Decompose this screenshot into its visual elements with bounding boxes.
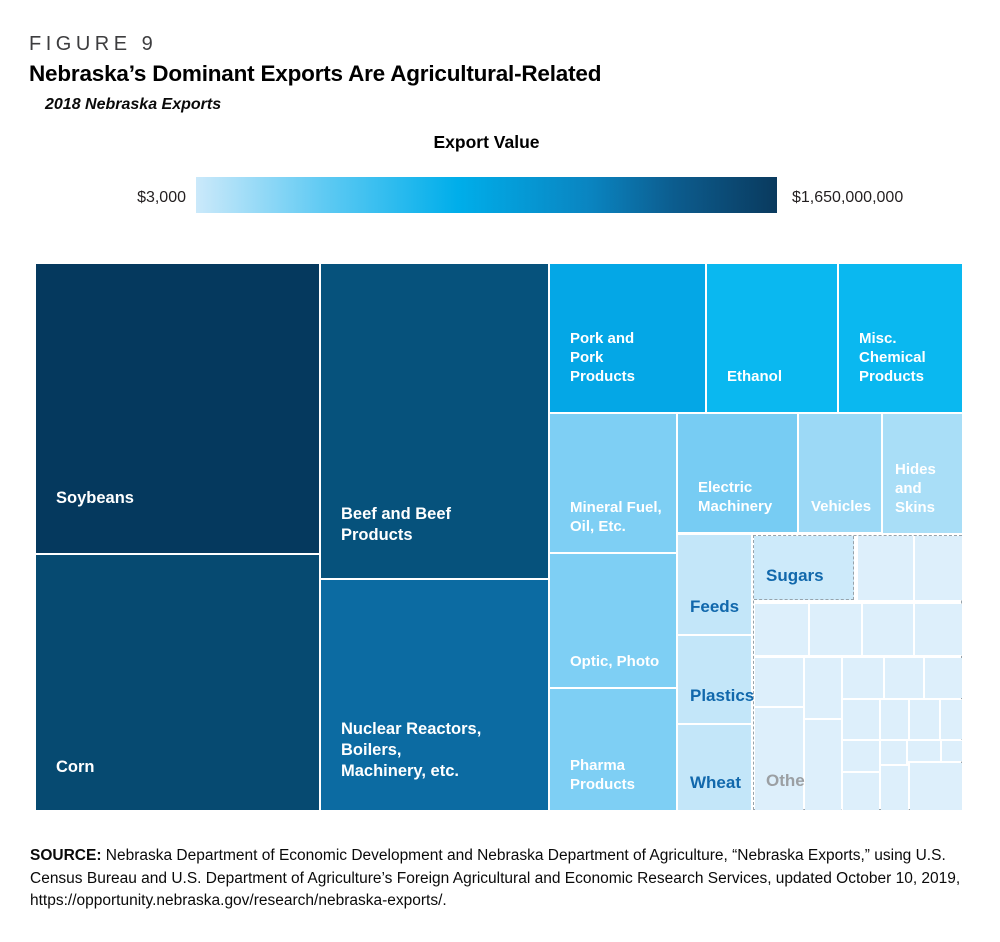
tile-label: Wheat — [690, 773, 741, 793]
tile-label: Ethanol — [727, 367, 782, 385]
tile-label: Mineral Fuel, Oil, Etc. — [570, 498, 662, 535]
source-note: SOURCE: Nebraska Department of Economic … — [30, 845, 972, 913]
tile-label: Beef and Beef Products — [341, 505, 452, 545]
tile-pharma: Pharma Products — [550, 689, 676, 810]
tile-other-item — [925, 658, 962, 698]
tile-other-item — [915, 536, 962, 600]
legend-max-label: $1,650,000,000 — [792, 189, 904, 206]
tile-other-item — [805, 658, 841, 718]
tile-hides_skins: Hides and Skins — [883, 414, 962, 533]
tile-label: Other — [766, 771, 812, 791]
tile-feeds: Feeds — [678, 535, 751, 634]
tile-other-item — [915, 604, 962, 655]
tile-nuclear: Nuclear Reactors, Boilers, Machinery, et… — [321, 580, 548, 810]
tile-vehicles: Vehicles — [799, 414, 881, 532]
tile-label: Soybeans — [56, 489, 134, 508]
tile-label: Electric Machinery — [698, 478, 773, 515]
source-text: Nebraska Department of Economic Developm… — [30, 847, 961, 909]
tile-other-item — [885, 658, 923, 698]
tile-other-item — [910, 700, 939, 739]
tile-other-item — [843, 658, 883, 698]
legend-title: Export Value — [433, 132, 540, 152]
tile-other: Other — [755, 708, 811, 810]
chart-title: Nebraska’s Dominant Exports Are Agricult… — [29, 61, 602, 86]
tile-other-item — [843, 700, 879, 739]
treemap: Soybeans Corn Beef and Beef Products Nuclea… — [36, 264, 962, 810]
tile-other-item — [843, 773, 879, 810]
tile-other-item — [908, 741, 940, 761]
tile-label: Feeds — [690, 597, 740, 617]
tile-other-item — [805, 720, 841, 810]
tile-label: Plastics — [690, 686, 755, 706]
tile-other-item — [843, 741, 879, 771]
legend-min-label: $3,000 — [137, 189, 186, 206]
tile-optic_photo: Optic, Photo — [550, 554, 676, 687]
tile-mineral_fuel: Mineral Fuel, Oil, Etc. — [550, 414, 676, 552]
tile-other-item — [881, 766, 908, 810]
tile-wheat: Wheat — [678, 725, 751, 810]
tile-label: Corn — [56, 758, 95, 777]
tile-other-item — [881, 741, 906, 764]
tile-group-other: Sugars Other — [753, 535, 962, 810]
tile-label: Hides and Skins — [895, 460, 936, 516]
tile-pork: Pork and Pork Products — [550, 264, 705, 412]
figure-label: FIGURE 9 — [29, 33, 158, 55]
tile-plastics: Plastics — [678, 636, 755, 723]
tile-other-item — [858, 536, 913, 600]
tile-other-item — [941, 700, 962, 739]
chart-subtitle: 2018 Nebraska Exports — [45, 96, 222, 113]
tile-other-item — [881, 700, 908, 739]
tile-other-item — [755, 604, 808, 655]
tile-label: Sugars — [766, 566, 824, 586]
tile-misc_chemical: Misc. Chemical Products — [839, 264, 962, 412]
tile-other-item — [755, 658, 803, 706]
tile-other-item — [942, 741, 962, 761]
tile-soybeans: Soybeans — [36, 264, 319, 553]
source-label: SOURCE: — [30, 847, 102, 864]
tile-sugars: Sugars — [754, 536, 854, 600]
tile-other-item — [810, 604, 861, 655]
tile-label: Misc. Chemical Products — [859, 329, 926, 385]
tile-beef: Beef and Beef Products — [321, 264, 548, 578]
tile-label: Vehicles — [811, 497, 872, 515]
tile-ethanol: Ethanol — [707, 264, 837, 412]
tile-electric_machinery: Electric Machinery — [678, 414, 797, 532]
tile-other-item — [863, 604, 913, 655]
tile-other-item — [910, 763, 962, 810]
tile-label: Optic, Photo — [570, 652, 660, 670]
legend-gradient-bar — [196, 177, 777, 213]
tile-label: Pharma Products — [570, 756, 636, 793]
tile-corn: Corn — [36, 555, 319, 810]
tile-label: Nuclear Reactors, Boilers, Machinery, et… — [341, 720, 482, 781]
tile-label: Pork and Pork Products — [570, 329, 636, 385]
